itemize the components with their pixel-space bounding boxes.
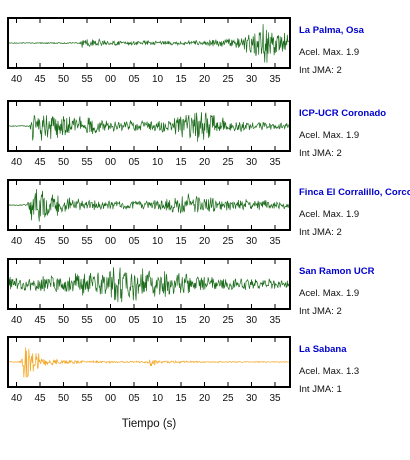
accel-max-label: Acel. Max. 1.3 xyxy=(299,366,359,377)
tick-label: 30 xyxy=(246,393,258,404)
jma-intensity-label: Int JMA: 2 xyxy=(299,65,342,76)
tick-label: 25 xyxy=(222,393,234,404)
tick-label: 10 xyxy=(152,74,164,85)
jma-intensity-label: Int JMA: 2 xyxy=(299,227,342,238)
tick-label: 25 xyxy=(222,315,234,326)
seismogram-panel: 40 45 50 55 00 05 10 15 20 25 30 35 ICP-UCR Coronado… xyxy=(7,100,386,168)
tick-label: 40 xyxy=(11,236,23,247)
accel-max-label: Acel. Max. 1.9 xyxy=(299,47,359,58)
jma-intensity-label: Int JMA: 1 xyxy=(299,384,342,395)
tick-label: 35 xyxy=(269,236,281,247)
tick-label: 35 xyxy=(269,74,281,85)
tick-label: 20 xyxy=(199,157,211,168)
station-name: San Ramon UCR xyxy=(299,266,375,277)
tick-label: 50 xyxy=(58,393,70,404)
tick-label: 20 xyxy=(199,315,211,326)
tick-label: 40 xyxy=(11,157,23,168)
station-name: ICP-UCR Coronado xyxy=(299,108,386,119)
tick-label: 50 xyxy=(58,236,70,247)
accel-max-label: Acel. Max. 1.9 xyxy=(299,209,359,220)
seismic-trace xyxy=(8,189,290,222)
tick-label: 45 xyxy=(34,157,46,168)
tick-label: 45 xyxy=(34,74,46,85)
panel-frame xyxy=(7,100,291,152)
tick-label: 00 xyxy=(105,74,117,85)
tick-label: 15 xyxy=(175,315,187,326)
tick-label: 20 xyxy=(199,393,211,404)
tick-label: 35 xyxy=(269,157,281,168)
seismogram-panels: 40 45 50 55 00 05 10 15 20 25 30 35 La Palma, Osa Ace… xyxy=(7,17,410,404)
tick-label: 50 xyxy=(58,315,70,326)
tick-label: 05 xyxy=(128,157,140,168)
tick-label: 35 xyxy=(269,315,281,326)
seismogram-panel: 40 45 50 55 00 05 10 15 20 25 30 35 Finca El Corrali… xyxy=(7,179,410,247)
accel-max-label: Acel. Max. 1.9 xyxy=(299,130,359,141)
tick-label: 40 xyxy=(11,74,23,85)
tick-label: 40 xyxy=(11,315,23,326)
station-name: Finca El Corralillo, Corcovado xyxy=(299,187,410,198)
tick-label: 30 xyxy=(246,74,258,85)
tick-label: 55 xyxy=(81,74,93,85)
panel-frame xyxy=(7,17,291,69)
tick-label: 20 xyxy=(199,74,211,85)
tick-label: 55 xyxy=(81,157,93,168)
tick-label: 15 xyxy=(175,236,187,247)
panel-frame xyxy=(7,179,291,231)
seismic-trace xyxy=(8,24,290,63)
accel-max-label: Acel. Max. 1.9 xyxy=(299,288,359,299)
tick-label: 30 xyxy=(246,236,258,247)
tick-label: 05 xyxy=(128,74,140,85)
x-axis-title: Tiempo (s) xyxy=(122,418,177,430)
tick-label: 15 xyxy=(175,393,187,404)
tick-label: 45 xyxy=(34,315,46,326)
tick-label: 35 xyxy=(269,393,281,404)
jma-intensity-label: Int JMA: 2 xyxy=(299,306,342,317)
tick-label: 15 xyxy=(175,74,187,85)
tick-label: 10 xyxy=(152,315,164,326)
tick-label: 45 xyxy=(34,393,46,404)
tick-label: 50 xyxy=(58,74,70,85)
tick-label: 25 xyxy=(222,236,234,247)
tick-label: 45 xyxy=(34,236,46,247)
tick-label: 30 xyxy=(246,315,258,326)
tick-label: 55 xyxy=(81,236,93,247)
tick-label: 30 xyxy=(246,157,258,168)
station-name: La Palma, Osa xyxy=(299,25,365,36)
station-name: La Sabana xyxy=(299,344,347,355)
tick-label: 10 xyxy=(152,236,164,247)
tick-label: 00 xyxy=(105,315,117,326)
tick-label: 20 xyxy=(199,236,211,247)
seismic-trace xyxy=(8,112,290,142)
tick-label: 00 xyxy=(105,157,117,168)
tick-label: 55 xyxy=(81,315,93,326)
jma-intensity-label: Int JMA: 2 xyxy=(299,148,342,159)
tick-label: 10 xyxy=(152,393,164,404)
tick-label: 55 xyxy=(81,393,93,404)
tick-label: 10 xyxy=(152,157,164,168)
seismogram-panel: 40 45 50 55 00 05 10 15 20 25 30 35 San Ramon UCR Ace… xyxy=(7,258,375,326)
seismic-trace xyxy=(8,267,290,303)
tick-label: 50 xyxy=(58,157,70,168)
tick-label: 40 xyxy=(11,393,23,404)
tick-label: 15 xyxy=(175,157,187,168)
tick-label: 25 xyxy=(222,74,234,85)
seismogram-panel: 40 45 50 55 00 05 10 15 20 25 30 35 La Palma, Osa Ace… xyxy=(7,17,365,85)
seismogram-panel: 40 45 50 55 00 05 10 15 20 25 30 35 La Sabana Acel. M… xyxy=(7,336,359,404)
tick-label: 05 xyxy=(128,236,140,247)
tick-label: 00 xyxy=(105,393,117,404)
panel-frame xyxy=(7,258,291,310)
tick-label: 25 xyxy=(222,157,234,168)
panel-frame xyxy=(7,336,291,388)
tick-label: 05 xyxy=(128,315,140,326)
tick-label: 00 xyxy=(105,236,117,247)
seismic-trace xyxy=(8,347,290,378)
tick-label: 05 xyxy=(128,393,140,404)
